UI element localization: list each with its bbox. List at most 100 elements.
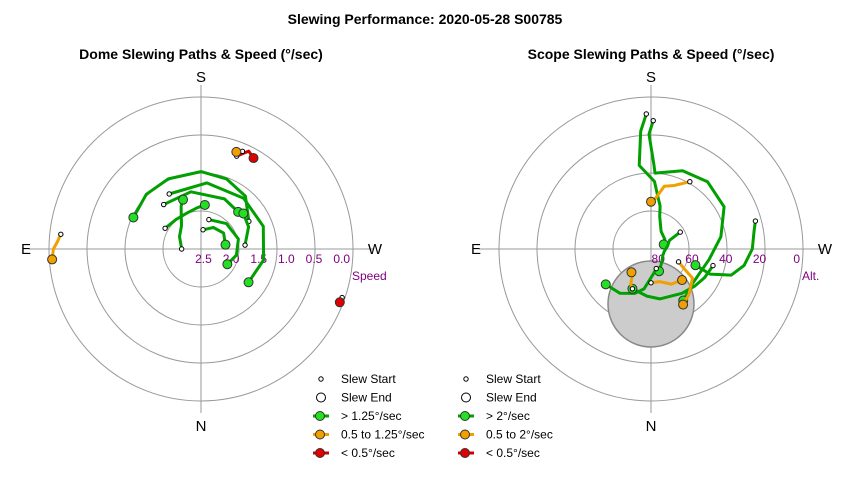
scope-slew-end-marker xyxy=(626,267,637,278)
dome-slew-start-marker xyxy=(160,201,167,208)
dome-slew-start-marker xyxy=(166,191,172,197)
scope-slew-path xyxy=(647,119,726,303)
dome-legend-label: < 0.5°/sec xyxy=(341,446,395,460)
dome-slew-start-marker xyxy=(58,231,64,237)
scope-legend-dot-swatch xyxy=(460,429,470,440)
scope-legend-dot-swatch xyxy=(460,411,470,421)
dome-cardinal-bottom: N xyxy=(196,418,207,435)
scope-slew-end-marker xyxy=(600,279,611,290)
dome-legend-end-swatch xyxy=(316,392,326,403)
scope-slew-path xyxy=(677,260,694,307)
dome-slew-path xyxy=(163,203,207,230)
scope-slew-start-marker xyxy=(629,286,636,292)
dome-grid xyxy=(29,85,373,413)
dome-panel: Dome Slewing Paths & Speed (°/sec) S N E… xyxy=(21,46,425,460)
dome-slew-start-marker xyxy=(206,216,212,223)
scope-legend-end-swatch xyxy=(461,392,471,403)
scope-cardinal-bottom: N xyxy=(646,418,657,435)
scope-slew-path xyxy=(649,278,684,286)
scope-slew-end-marker xyxy=(646,196,656,207)
scope-legend-label: 0.5 to 2°/sec xyxy=(486,428,553,442)
dome-legend: Slew Start Slew End > 1.25°/sec 0.5 to 1.25… xyxy=(313,372,425,460)
dome-slew-path xyxy=(178,198,185,251)
dome-radial-tick-label: 0.5 xyxy=(306,252,323,266)
scope-radial-tick-label: 20 xyxy=(753,252,767,266)
scope-radial-ticks: 80 60 40 20 0 xyxy=(652,252,801,266)
scope-radial-label: Alt. xyxy=(802,269,819,283)
dome-slew-end-marker xyxy=(231,146,242,157)
dome-slew-end-marker xyxy=(128,212,139,223)
dome-legend-dot-swatch xyxy=(315,448,325,458)
dome-slew-end-marker xyxy=(47,254,58,265)
scope-slew-start-marker xyxy=(643,111,649,117)
dome-legend-label: > 1.25°/sec xyxy=(341,409,402,423)
dome-legend-label: 0.5 to 1.25°/sec xyxy=(341,428,425,442)
dome-slew-end-marker xyxy=(222,259,233,270)
scope-panel: Scope Slewing Paths & Speed (°/sec) S N … xyxy=(458,46,833,460)
dome-cardinal-left: E xyxy=(21,241,31,258)
dome-slew-paths xyxy=(47,146,345,308)
dome-slew-end-marker xyxy=(178,194,189,205)
dome-slew-start-marker xyxy=(178,246,185,252)
dome-radial-label: Speed xyxy=(352,269,387,283)
scope-slew-path xyxy=(637,112,667,246)
scope-legend-start-swatch xyxy=(463,376,469,382)
scope-panel-title: Scope Slewing Paths & Speed (°/sec) xyxy=(528,46,775,62)
dome-legend-label: Slew End xyxy=(341,391,392,405)
dome-slew-end-marker xyxy=(199,199,210,210)
scope-grid xyxy=(479,85,823,413)
scope-legend-dot-swatch xyxy=(460,448,470,458)
dome-slew-end-marker xyxy=(243,277,254,288)
dome-slew-end-marker xyxy=(238,208,249,219)
scope-slew-start-marker xyxy=(653,265,659,272)
scope-cardinal-top: S xyxy=(646,69,656,86)
scope-slew-path xyxy=(657,230,682,273)
scope-slew-start-marker xyxy=(650,117,656,124)
dome-radial-tick-label: 2.5 xyxy=(195,252,212,266)
scope-slew-start-marker xyxy=(752,218,759,224)
scope-slew-start-marker xyxy=(687,179,693,185)
scope-slew-start-marker xyxy=(648,280,654,286)
scope-legend-label: Slew End xyxy=(486,391,537,405)
scope-cardinal-right: W xyxy=(818,241,833,258)
dome-slew-end-marker xyxy=(248,153,259,164)
dome-legend-dot-swatch xyxy=(315,429,325,440)
dome-slew-path xyxy=(207,218,240,266)
dome-slew-path xyxy=(50,232,63,261)
scope-legend-label: > 2°/sec xyxy=(486,409,530,423)
scope-slew-end-marker xyxy=(677,275,688,286)
dome-slew-start-marker xyxy=(242,242,248,248)
scope-slew-end-marker xyxy=(678,299,689,310)
dome-slew-path xyxy=(131,170,251,223)
scope-legend-label: < 0.5°/sec xyxy=(486,446,540,460)
scope-slew-path xyxy=(630,264,715,301)
dome-slew-path xyxy=(201,226,227,247)
scope-slew-start-marker xyxy=(677,229,683,235)
dome-slew-path xyxy=(167,181,266,284)
scope-legend: Slew Start Slew End > 2°/sec 0.5 to 2°/sec <… xyxy=(458,372,553,460)
dome-legend-dot-swatch xyxy=(315,411,325,421)
scope-radial-tick-label: 0 xyxy=(793,252,800,266)
dome-panel-title: Dome Slewing Paths & Speed (°/sec) xyxy=(79,46,323,62)
scope-radial-tick-label: 40 xyxy=(719,252,733,266)
scope-slew-start-marker xyxy=(675,259,682,265)
scope-cardinal-left: E xyxy=(471,241,481,258)
figure-title: Slewing Performance: 2020-05-28 S00785 xyxy=(288,11,563,27)
dome-radial-tick-label: 1.0 xyxy=(278,252,295,266)
scope-slew-path xyxy=(693,219,757,277)
dome-radial-tick-label: 0.0 xyxy=(333,252,350,266)
dome-slew-start-marker xyxy=(200,227,206,233)
dome-cardinal-top: S xyxy=(196,69,206,86)
scope-slew-start-marker xyxy=(710,262,716,269)
dome-slew-end-marker xyxy=(220,239,231,250)
scope-slew-paths xyxy=(600,111,759,310)
dome-cardinal-right: W xyxy=(368,241,383,258)
scope-slew-end-marker xyxy=(690,260,701,271)
dome-slew-start-marker xyxy=(162,225,168,231)
dome-slew-path xyxy=(162,190,240,214)
dome-radial-ticks: 2.5 2.0 1.5 1.0 0.5 0.0 xyxy=(195,252,350,266)
scope-legend-label: Slew Start xyxy=(486,372,541,386)
dome-legend-start-swatch xyxy=(318,376,324,382)
dome-legend-label: Slew Start xyxy=(341,372,396,386)
